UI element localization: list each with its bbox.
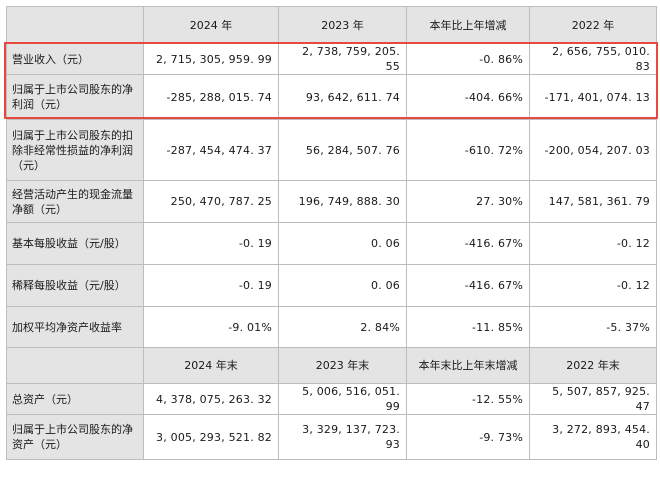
value-cell: 0. 06 — [278, 222, 407, 265]
value-cell: -404. 66% — [406, 74, 530, 120]
table-row: 加权平均净资产收益率 -9. 01% 2. 84% -11. 85% -5. 3… — [6, 306, 657, 348]
value-cell: 196, 749, 888. 30 — [278, 180, 407, 223]
table-row: 营业收入（元） 2, 715, 305, 959. 99 2, 738, 759… — [6, 43, 657, 75]
header-cell: 2024 年 — [143, 6, 279, 44]
table-row: 归属于上市公司股东的净利润（元） -285, 288, 015. 74 93, … — [6, 74, 657, 120]
financial-table-container: 2024 年 2023 年 本年比上年增减 2022 年 营业收入（元） 2, … — [6, 6, 657, 460]
header-cell: 2023 年末 — [278, 347, 407, 384]
value-cell: 0. 06 — [278, 264, 407, 307]
value-cell: -285, 288, 015. 74 — [143, 74, 279, 120]
value-cell: 147, 581, 361. 79 — [529, 180, 657, 223]
value-cell: -0. 12 — [529, 222, 657, 265]
header-cell: 2022 年 — [529, 6, 657, 44]
value-cell: -610. 72% — [406, 119, 530, 181]
row-label: 营业收入（元） — [6, 43, 144, 75]
value-cell: 2, 715, 305, 959. 99 — [143, 43, 279, 75]
table-row: 稀释每股收益（元/股） -0. 19 0. 06 -416. 67% -0. 1… — [6, 264, 657, 307]
value-cell: -12. 55% — [406, 383, 530, 415]
value-cell: 5, 006, 516, 051. 99 — [278, 383, 407, 415]
value-cell: 3, 272, 893, 454. 40 — [529, 414, 657, 460]
row-label: 归属于上市公司股东的净资产（元） — [6, 414, 144, 460]
value-cell: 27. 30% — [406, 180, 530, 223]
header-cell: 2023 年 — [278, 6, 407, 44]
header-cell: 2022 年末 — [529, 347, 657, 384]
row-label: 稀释每股收益（元/股） — [6, 264, 144, 307]
value-cell: -0. 19 — [143, 264, 279, 307]
row-label: 加权平均净资产收益率 — [6, 306, 144, 348]
value-cell: -0. 86% — [406, 43, 530, 75]
value-cell: 56, 284, 507. 76 — [278, 119, 407, 181]
table-row: 总资产（元） 4, 378, 075, 263. 32 5, 006, 516,… — [6, 383, 657, 415]
value-cell: -171, 401, 074. 13 — [529, 74, 657, 120]
row-label: 基本每股收益（元/股） — [6, 222, 144, 265]
value-cell: -9. 01% — [143, 306, 279, 348]
row-label: 归属于上市公司股东的净利润（元） — [6, 74, 144, 120]
value-cell: -416. 67% — [406, 264, 530, 307]
value-cell: 93, 642, 611. 74 — [278, 74, 407, 120]
table-row: 归属于上市公司股东的净资产（元） 3, 005, 293, 521. 82 3,… — [6, 414, 657, 460]
value-cell: 2. 84% — [278, 306, 407, 348]
header-cell — [6, 347, 144, 384]
header-cell — [6, 6, 144, 44]
value-cell: -9. 73% — [406, 414, 530, 460]
value-cell: -5. 37% — [529, 306, 657, 348]
header-cell: 本年末比上年末增减 — [406, 347, 530, 384]
header-cell: 本年比上年增减 — [406, 6, 530, 44]
row-label: 归属于上市公司股东的扣除非经常性损益的净利润（元） — [6, 119, 144, 181]
row-label: 总资产（元） — [6, 383, 144, 415]
value-cell: 2, 656, 755, 010. 83 — [529, 43, 657, 75]
value-cell: -416. 67% — [406, 222, 530, 265]
value-cell: -11. 85% — [406, 306, 530, 348]
value-cell: 3, 329, 137, 723. 93 — [278, 414, 407, 460]
header-row: 2024 年末 2023 年末 本年末比上年末增减 2022 年末 — [6, 347, 657, 384]
value-cell: 3, 005, 293, 521. 82 — [143, 414, 279, 460]
table-row: 归属于上市公司股东的扣除非经常性损益的净利润（元） -287, 454, 474… — [6, 119, 657, 181]
value-cell: -200, 054, 207. 03 — [529, 119, 657, 181]
value-cell: 4, 378, 075, 263. 32 — [143, 383, 279, 415]
value-cell: 5, 507, 857, 925. 47 — [529, 383, 657, 415]
header-row: 2024 年 2023 年 本年比上年增减 2022 年 — [6, 6, 657, 44]
header-cell: 2024 年末 — [143, 347, 279, 384]
row-label: 经营活动产生的现金流量净额（元） — [6, 180, 144, 223]
value-cell: -0. 19 — [143, 222, 279, 265]
table-row: 基本每股收益（元/股） -0. 19 0. 06 -416. 67% -0. 1… — [6, 222, 657, 265]
value-cell: -287, 454, 474. 37 — [143, 119, 279, 181]
value-cell: -0. 12 — [529, 264, 657, 307]
financial-summary-table: 2024 年 2023 年 本年比上年增减 2022 年 营业收入（元） 2, … — [6, 6, 657, 460]
value-cell: 250, 470, 787. 25 — [143, 180, 279, 223]
value-cell: 2, 738, 759, 205. 55 — [278, 43, 407, 75]
table-row: 经营活动产生的现金流量净额（元） 250, 470, 787. 25 196, … — [6, 180, 657, 223]
